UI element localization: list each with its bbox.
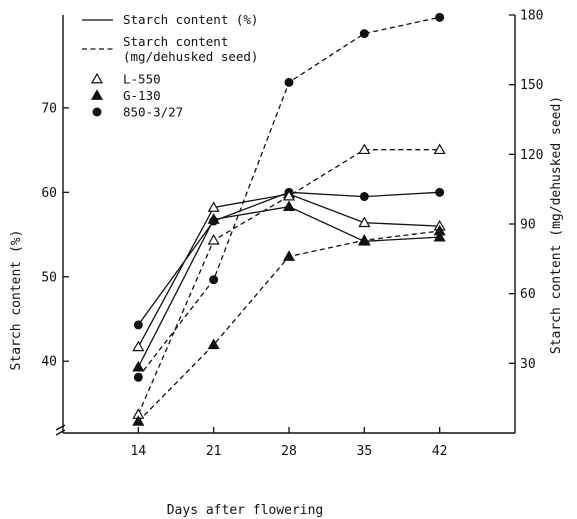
legend: Starch content (%) Starch content(mg/dehu… <box>82 12 258 120</box>
data-point-850-3-27-left <box>435 187 445 197</box>
data-point-g-130-left <box>282 200 296 212</box>
data-point-l-550-left <box>358 216 371 228</box>
left-y-tick-label: 60 <box>41 186 57 201</box>
right-y-tick-label: 60 <box>520 287 536 302</box>
data-point-l-550-right <box>282 189 296 201</box>
data-point-g-130-right <box>132 415 145 426</box>
left-y-tick-label: 70 <box>41 101 57 116</box>
right-y-tick-label: 120 <box>520 148 543 163</box>
data-point-g-130-left <box>132 360 145 372</box>
legend-label-l-550: L-550 <box>123 72 161 87</box>
right-y-tick-label: 90 <box>520 218 536 233</box>
axis-break-mark <box>55 424 66 436</box>
data-point-l-550-right <box>207 234 220 245</box>
data-point-850-3-27-right <box>209 275 219 285</box>
x-tick-label: 42 <box>432 444 448 459</box>
data-point-g-130-right <box>207 338 220 350</box>
data-point-850-3-27-left <box>359 192 369 202</box>
x-tick-label: 21 <box>206 444 222 459</box>
left-y-tick-label: 40 <box>41 355 57 370</box>
legend-label-mg-unit: (mg/dehusked seed) <box>123 49 258 64</box>
x-tick-label: 14 <box>131 444 147 459</box>
data-point-g-130-left <box>433 230 446 242</box>
legend-marker-filled-triangle <box>90 89 104 100</box>
data-point-850-3-27-right <box>284 77 294 87</box>
data-point-850-3-27-right <box>359 29 369 39</box>
right-y-tick-label: 150 <box>520 78 543 93</box>
data-point-g-130-right <box>358 234 371 245</box>
right-y-tick-label: 180 <box>520 9 543 24</box>
series-layer <box>132 12 446 426</box>
left-y-tick-label: 50 <box>41 270 57 285</box>
legend-label-percent: Starch content (%) <box>123 12 258 27</box>
axes: 14 21 28 35 42 40 50 60 70 30 60 90 120 150 180 <box>41 9 543 460</box>
data-point-850-3-27-left <box>133 320 143 330</box>
left-y-axis-label: Starch content (%) <box>9 230 24 371</box>
x-tick-label: 28 <box>281 444 297 459</box>
data-point-l-550-right <box>358 143 371 155</box>
data-point-l-550-left <box>207 201 220 212</box>
legend-marker-open-triangle <box>90 72 104 84</box>
legend-marker-filled-circle <box>92 107 102 117</box>
data-point-850-3-27-right <box>133 372 143 382</box>
series-line-l-550-left <box>137 193 440 348</box>
data-point-850-3-27-right <box>435 12 445 22</box>
legend-label-g-130: G-130 <box>123 88 161 103</box>
right-y-tick-label: 30 <box>520 357 536 372</box>
legend-label-850-3-27: 850-3/27 <box>123 105 183 120</box>
data-point-850-3-27-left <box>209 216 219 226</box>
series-line-g-130-left <box>137 206 440 368</box>
series-markers <box>132 12 446 426</box>
x-axis-label: Days after flowering <box>167 503 324 518</box>
legend-label-mg: Starch content <box>123 34 228 49</box>
data-point-l-550-right <box>433 143 446 155</box>
data-point-g-130-right <box>433 224 446 236</box>
right-y-axis-label: Starch content (mg/dehusked seed) <box>549 96 564 354</box>
data-point-g-130-right <box>282 250 296 261</box>
x-tick-label: 35 <box>357 444 373 459</box>
data-point-l-550-left <box>132 340 145 352</box>
